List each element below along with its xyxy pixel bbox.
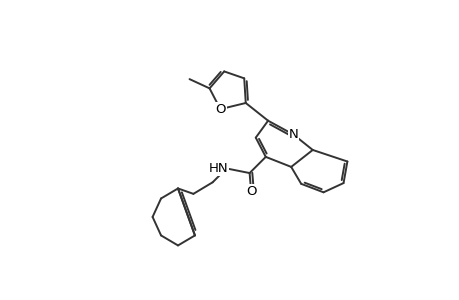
Text: O: O <box>215 103 225 116</box>
Text: O: O <box>246 185 256 198</box>
Text: N: N <box>288 128 298 141</box>
Text: HN: HN <box>208 162 228 175</box>
